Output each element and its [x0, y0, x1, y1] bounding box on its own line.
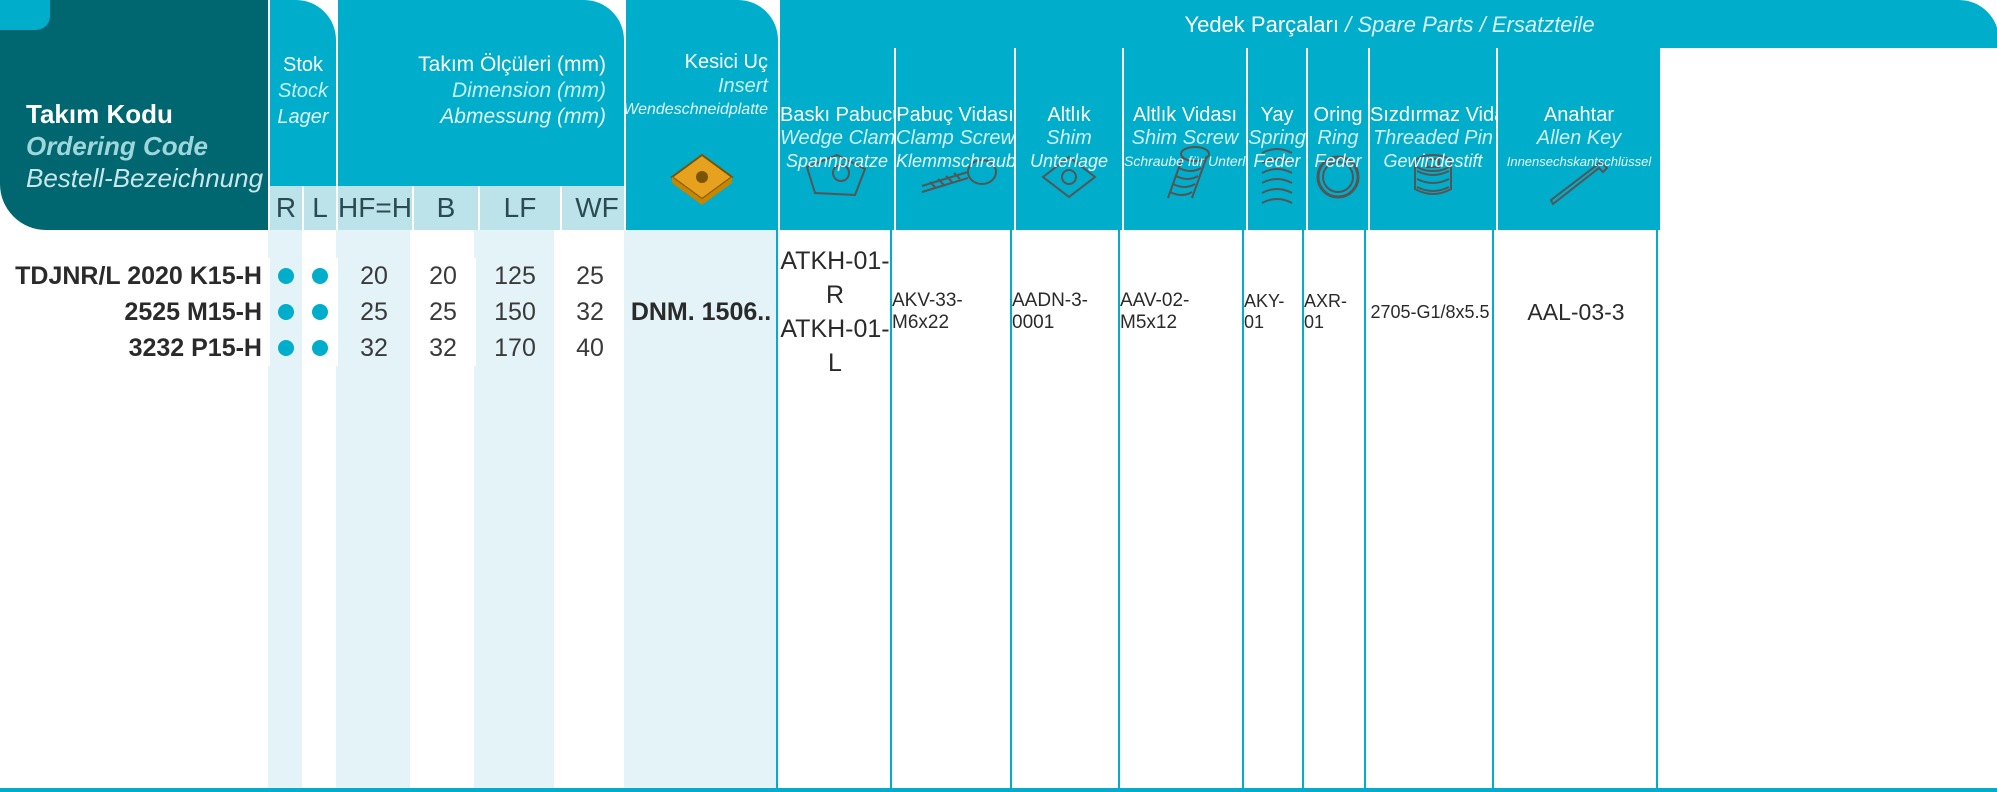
spring-value: AKY-01	[1244, 258, 1304, 366]
shim-screw-header: Altlık VidasıShim ScrewSchraube für Unte…	[1122, 48, 1246, 230]
wedge-value: ATKH-01-R ATKH-01-L	[778, 258, 892, 366]
catalog-table: Takım Kodu Ordering Code Bestell-Bezeich…	[0, 0, 1997, 792]
hf-cell: 20	[336, 258, 410, 294]
spare-banner-bg: Yedek Parçaları / Spare Parts / Ersatzte…	[780, 0, 1997, 48]
code-cell: 2525 M15-H	[0, 294, 268, 330]
stock-r-cell	[268, 258, 302, 294]
dot-icon	[312, 268, 328, 284]
code-cell: TDJNR/L 2020 K15-H	[0, 258, 268, 294]
spare-banner-text: Yedek Parçaları / Spare Parts / Ersatzte…	[780, 12, 1997, 38]
threaded-pin-header: Sızdırmaz VidaThreaded PinGewindestift	[1368, 48, 1496, 230]
stock-en: Stock	[270, 78, 336, 104]
clamp-screw-value: AKV-33-M6x22	[892, 258, 1012, 366]
dot-icon	[312, 304, 328, 320]
hf-cell: 32	[336, 330, 410, 366]
ordering-tr: Takım Kodu	[26, 98, 263, 130]
allen-key-header: AnahtarAllen KeyInnensechskantschlüssel	[1496, 48, 1660, 230]
dim-lf: LF	[478, 186, 560, 230]
stock-sub-l: L	[302, 186, 336, 230]
wf-cell: 25	[554, 258, 624, 294]
shim-value: AADN-3-0001	[1012, 258, 1120, 366]
wf-cell: 40	[554, 330, 624, 366]
shim-screw-value: AAV-02-M5x12	[1120, 258, 1244, 366]
stock-r-cell	[268, 330, 302, 366]
dot-icon	[278, 268, 294, 284]
stock-r-cell	[268, 294, 302, 330]
stock-l-cell	[302, 258, 336, 294]
wedge-header: Baskı PabucuWedge ClampSpannpratze	[780, 48, 894, 230]
shim-header: AltlıkShimUnterlage	[1014, 48, 1122, 230]
lf-cell: 125	[474, 258, 554, 294]
ordering-code-header: Takım Kodu Ordering Code Bestell-Bezeich…	[0, 0, 268, 230]
dim-de: Abmessung (mm)	[418, 104, 606, 130]
oring-header: OringRingFeder	[1306, 48, 1368, 230]
stock-header: Stok Stock Lager R L	[268, 0, 336, 230]
insert-value: DNM. 1506..	[624, 258, 778, 366]
dim-b: B	[412, 186, 478, 230]
stock-tr: Stok	[270, 52, 336, 78]
insert-icon	[654, 130, 750, 224]
clamp-screw-header: Pabuç VidasıClamp ScrewKlemmschraube	[894, 48, 1014, 230]
spare-parts-group: Yedek Parçaları / Spare Parts / Ersatzte…	[778, 0, 1660, 230]
dim-wf: WF	[560, 186, 632, 230]
dot-icon	[312, 340, 328, 356]
dimensions-header: Takım Ölçüleri (mm) Dimension (mm) Abmes…	[336, 0, 624, 230]
bottom-bar	[0, 788, 1997, 792]
insert-de: Wendeschneidplatte	[623, 98, 768, 122]
hf-cell: 25	[336, 294, 410, 330]
ordering-code-labels: Takım Kodu Ordering Code Bestell-Bezeich…	[26, 98, 263, 194]
insert-header: Kesici Uç Insert Wendeschneidplatte	[624, 0, 778, 230]
ordering-en: Ordering Code	[26, 130, 263, 162]
dot-icon	[278, 304, 294, 320]
stock-de: Lager	[270, 104, 336, 130]
insert-en: Insert	[623, 74, 768, 98]
dim-tr: Takım Ölçüleri (mm)	[418, 52, 606, 78]
tpin-value: 2705-G1/8x5.5	[1366, 258, 1494, 366]
corner-tab-icon	[0, 0, 50, 30]
lf-cell: 150	[474, 294, 554, 330]
header-row: Takım Kodu Ordering Code Bestell-Bezeich…	[0, 0, 1997, 230]
oring-value: AXR-01	[1304, 258, 1366, 366]
b-cell: 25	[410, 294, 474, 330]
insert-tr: Kesici Uç	[623, 50, 768, 74]
stock-l-cell	[302, 294, 336, 330]
spring-header: YaySpringFeder	[1246, 48, 1306, 230]
b-cell: 20	[410, 258, 474, 294]
dim-en: Dimension (mm)	[418, 78, 606, 104]
dot-icon	[278, 340, 294, 356]
dim-hf: HF=H	[338, 186, 412, 230]
allen-value: AAL-03-3	[1494, 258, 1658, 366]
lf-cell: 170	[474, 330, 554, 366]
stock-l-cell	[302, 330, 336, 366]
b-cell: 32	[410, 330, 474, 366]
stock-sub-r: R	[270, 186, 302, 230]
code-cell: 3232 P15-H	[0, 330, 268, 366]
ordering-de: Bestell-Bezeichnung	[26, 162, 263, 194]
wf-cell: 32	[554, 294, 624, 330]
